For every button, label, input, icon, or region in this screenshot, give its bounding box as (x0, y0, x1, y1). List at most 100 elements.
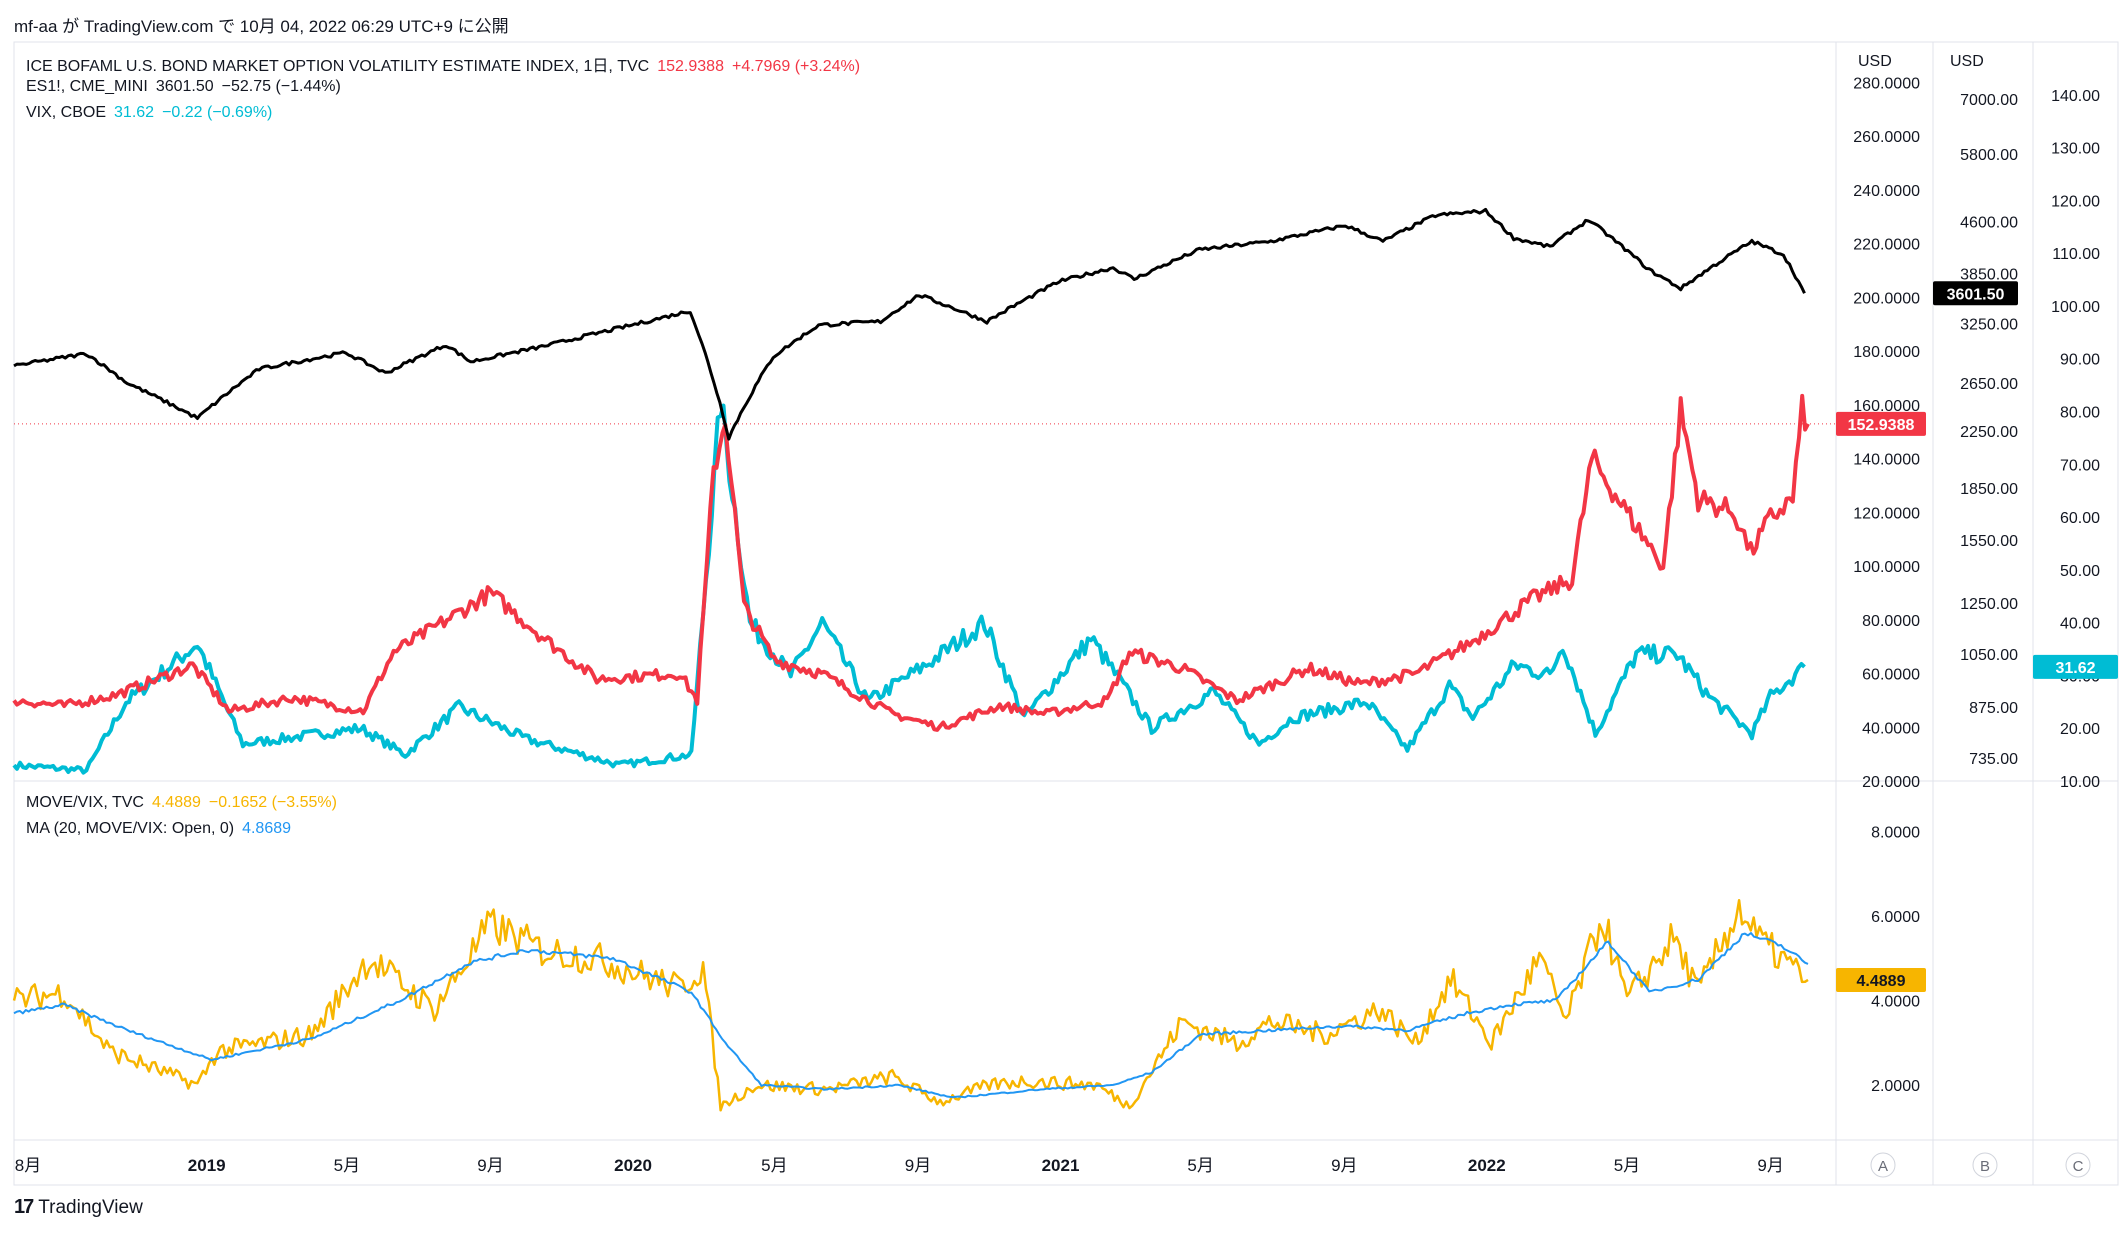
legend-move-value: 152.9388 (657, 58, 724, 75)
brand-name: TradingView (38, 1196, 143, 1218)
scale-c-tick: 60.00 (2060, 510, 2100, 527)
scale-b-tick: 1050.00 (1960, 647, 2018, 664)
legend-move: ICE BOFAML U.S. BOND MARKET OPTION VOLAT… (26, 52, 868, 76)
scale-c-tick: 70.00 (2060, 457, 2100, 474)
scale-a-tick: 40.0000 (1862, 720, 1920, 737)
lower-scale-tick: 6.0000 (1871, 909, 1920, 926)
x-tick: 2019 (188, 1156, 226, 1175)
tradingview-logo-icon: 17 (14, 1196, 34, 1218)
scale-button-c (2065, 1152, 2091, 1178)
scale-button-label: C (2073, 1158, 2084, 1175)
scale-a-tick: 60.0000 (1862, 667, 1920, 684)
scale-b-tick: 3850.00 (1960, 267, 2018, 284)
scale-c-tick: 80.00 (2060, 405, 2100, 422)
es-series-line (13, 207, 1806, 441)
x-tick: 5月 (761, 1156, 787, 1175)
x-tick: 2021 (1042, 1156, 1080, 1175)
legend-ratio: MOVE/VIX, TVC 4.4889 −0.1652 (−3.55%) (26, 794, 345, 812)
legend-vix-change: −0.22 (−0.69%) (162, 104, 273, 121)
legend-es-name: ES1!, CME_MINI (26, 78, 148, 95)
scale-button-a (1870, 1152, 1896, 1178)
scale-b-tick: 2650.00 (1960, 376, 2018, 393)
scale-c-tick: 50.00 (2060, 563, 2100, 580)
legend-ratio-name: MOVE/VIX, TVC (26, 794, 144, 811)
vix-price-tag: 31.62 (2055, 660, 2095, 677)
scale-b-tick: 735.00 (1969, 751, 2018, 768)
scale-b-tick: 5800.00 (1960, 147, 2018, 164)
ratio-price-tag-bg (1836, 967, 1926, 992)
scale-a-unit: USD (1858, 53, 1892, 70)
scale-a-tick: 80.0000 (1862, 613, 1920, 630)
x-tick: 2020 (614, 1156, 652, 1175)
scale-b-tick: 2250.00 (1960, 424, 2018, 441)
scale-a-tick: 20.0000 (1862, 774, 1920, 791)
es-price-tag-bg (1933, 281, 2018, 306)
legend-ma-name: MA (20, MOVE/VIX: Open, 0) (26, 820, 235, 837)
move-price-tag-bg (1836, 411, 1926, 436)
x-tick: 2022 (1468, 1156, 1506, 1175)
scale-c-tick: 110.00 (2052, 246, 2100, 263)
scale-b-tick: 875.00 (1969, 700, 2018, 717)
scale-a-tick: 240.0000 (1853, 183, 1920, 200)
legend-vix: VIX, CBOE 31.62 −0.22 (−0.69%) (26, 104, 280, 122)
vix-series-line (12, 403, 1806, 775)
lower-scale-tick: 8.0000 (1871, 825, 1920, 842)
published-line: mf-aa が TradingView.com で 10月 04, 2022 0… (14, 17, 509, 36)
legend-ma: MA (20, MOVE/VIX: Open, 0) 4.8689 (26, 820, 299, 838)
legend-move-name: ICE BOFAML U.S. BOND MARKET OPTION VOLAT… (26, 58, 650, 75)
scale-c-tick: 10.00 (2060, 774, 2100, 791)
es-price-tag: 3601.50 (1947, 286, 2005, 303)
legend-vix-value: 31.62 (114, 104, 155, 121)
scale-a-tick: 160.0000 (1853, 398, 1920, 415)
scale-b-tick: 1850.00 (1960, 481, 2018, 498)
vix-price-tag-bg (2033, 654, 2118, 679)
x-tick: 8月 (15, 1156, 41, 1175)
x-tick: 5月 (1187, 1156, 1213, 1175)
x-tick: 5月 (334, 1156, 360, 1175)
legend-ma-value: 4.8689 (242, 820, 292, 837)
scale-a-tick: 220.0000 (1853, 237, 1920, 254)
scale-a-tick: 120.0000 (1853, 505, 1920, 522)
x-tick: 9月 (477, 1156, 503, 1175)
legend-ratio-value: 4.4889 (151, 794, 201, 811)
legend-es-value: 3601.50 (155, 78, 214, 95)
legend-vix-name: VIX, CBOE (26, 104, 107, 121)
scale-a-tick: 140.0000 (1853, 452, 1920, 469)
scale-c-tick: 130.00 (2051, 141, 2100, 158)
scale-a-tick: 180.0000 (1853, 344, 1920, 361)
scale-c-tick: 120.00 (2051, 193, 2100, 210)
scale-b-tick: 4600.00 (1960, 215, 2018, 232)
ratio-price-tag: 4.4889 (1857, 973, 1906, 990)
scale-a-tick: 260.0000 (1853, 129, 1920, 146)
x-tick: 9月 (1331, 1156, 1357, 1175)
scale-button-b (1972, 1152, 1998, 1178)
scale-c-tick: 140.00 (2051, 88, 2100, 105)
scale-b-tick: 1550.00 (1960, 533, 2018, 550)
move-price-tag: 152.9388 (1848, 417, 1915, 434)
scale-button-label: A (1878, 1158, 1888, 1175)
x-tick: 9月 (1757, 1156, 1783, 1175)
scale-b-tick: 1250.00 (1960, 596, 2018, 613)
scale-c-tick: 40.00 (2060, 616, 2100, 633)
legend-move-change: +4.7969 (+3.24%) (731, 58, 861, 75)
scale-a-tick: 100.0000 (1853, 559, 1920, 576)
scale-c-tick: 90.00 (2060, 352, 2100, 369)
scale-b-unit: USD (1950, 53, 1984, 70)
lower-scale-tick: 4.0000 (1871, 994, 1920, 1011)
move-series-line (12, 393, 1810, 732)
scale-b-tick: 3250.00 (1960, 316, 2018, 333)
ma-line (13, 932, 1809, 1099)
x-tick: 5月 (1614, 1156, 1640, 1175)
tradingview-brand[interactable]: 17 TradingView (14, 1196, 143, 1219)
scale-a-tick: 280.0000 (1853, 75, 1920, 92)
legend-es: ES1!, CME_MINI 3601.50 −52.75 (−1.44%) (26, 78, 349, 96)
lower-scale-tick: 2.0000 (1871, 1078, 1920, 1095)
scale-a-tick: 200.0000 (1853, 290, 1920, 307)
move-vix-ratio-line (12, 898, 1809, 1112)
scale-b-tick: 7000.00 (1960, 92, 2018, 109)
legend-ratio-change: −0.1652 (−3.55%) (208, 794, 337, 811)
scale-button-label: B (1980, 1158, 1990, 1175)
scale-c-tick: 20.00 (2060, 721, 2100, 738)
